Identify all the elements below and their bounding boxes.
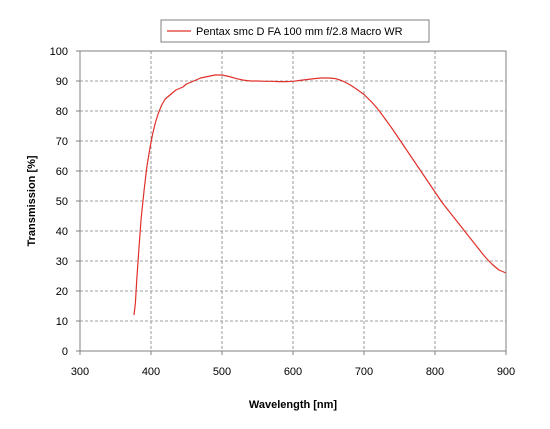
y-tick-label-20: 20 [56,286,68,298]
y-axis-title: Transmission [%] [26,155,38,246]
series-line-0 [133,74,507,316]
tick-label-layer: 300 400 500 600 700 800 900 0 10 20 30 40 50 60 70 80 90… [50,46,516,378]
legend: Pentax smc D FA 100 mm f/2.8 Macro WR [160,19,430,43]
x-tick-label-400: 400 [142,366,160,378]
y-tick-label-30: 30 [56,256,68,268]
legend-box [160,19,430,43]
legend-label: Pentax smc D FA 100 mm f/2.8 Macro WR [196,26,403,38]
y-tick-label-0: 0 [62,346,68,358]
y-tick-label-100: 100 [50,46,68,58]
y-tick-label-70: 70 [56,136,68,148]
x-tick-label-500: 500 [213,366,231,378]
y-tick-label-50: 50 [56,196,68,208]
y-tick-label-40: 40 [56,226,68,238]
x-tick-label-900: 900 [497,366,515,378]
x-tick-label-600: 600 [284,366,302,378]
plot-area-border [79,50,507,352]
x-tick-label-700: 700 [355,366,373,378]
series-layer [133,74,507,316]
y-tick-label-60: 60 [56,166,68,178]
grid-layer [80,51,506,351]
x-axis-title: Wavelength [nm] [249,399,338,411]
x-tick-label-800: 800 [426,366,444,378]
y-tick-label-80: 80 [56,106,68,118]
x-tick-label-300: 300 [71,366,89,378]
y-tick-label-10: 10 [56,316,68,328]
y-tick-label-90: 90 [56,76,68,88]
